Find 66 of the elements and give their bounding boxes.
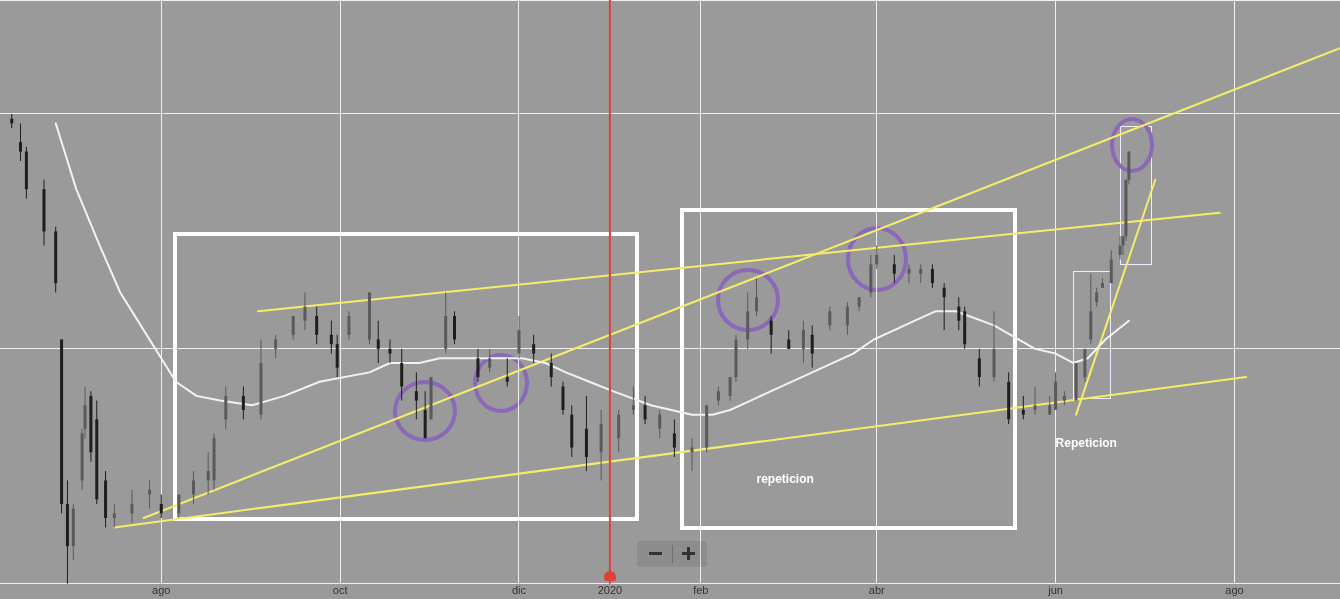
candlestick bbox=[930, 263, 934, 289]
candlestick bbox=[291, 315, 295, 340]
candlestick bbox=[658, 409, 662, 439]
candlestick bbox=[942, 282, 946, 331]
candlestick bbox=[957, 296, 961, 331]
candlestick bbox=[347, 310, 351, 340]
candlestick bbox=[561, 381, 565, 416]
candlestick bbox=[19, 122, 23, 162]
candlestick bbox=[672, 418, 676, 458]
candlestick bbox=[1048, 395, 1052, 416]
candlestick bbox=[517, 315, 521, 359]
annotation: Repeticion bbox=[1055, 436, 1117, 450]
candlestick bbox=[532, 334, 536, 364]
x-tick-label: oct bbox=[332, 584, 348, 597]
candlestick bbox=[617, 409, 621, 453]
candlestick bbox=[376, 320, 380, 364]
candlestick bbox=[241, 385, 245, 420]
candlestick bbox=[335, 334, 339, 378]
candlestick bbox=[549, 353, 553, 387]
candlestick bbox=[828, 306, 832, 331]
candlestick bbox=[112, 503, 116, 528]
candlestick bbox=[315, 306, 319, 345]
candlestick bbox=[728, 376, 732, 402]
candlestick bbox=[716, 385, 720, 406]
candlestick bbox=[130, 489, 134, 524]
candlestick bbox=[631, 385, 635, 416]
candlestick bbox=[192, 470, 196, 505]
candlestick bbox=[329, 320, 333, 355]
candlestick bbox=[845, 301, 849, 336]
candlestick bbox=[476, 348, 480, 383]
candlestick bbox=[919, 263, 923, 284]
x-tick-label: ago bbox=[152, 584, 171, 597]
candlestick bbox=[148, 479, 152, 510]
candlestick bbox=[488, 348, 492, 373]
x-tick-label: feb bbox=[693, 584, 709, 597]
candlestick bbox=[414, 371, 418, 420]
candlestick bbox=[303, 292, 307, 331]
candlestick bbox=[801, 320, 805, 364]
candlestick bbox=[159, 494, 163, 519]
candlestick bbox=[1033, 385, 1037, 416]
candlestick bbox=[388, 338, 392, 364]
candlestick bbox=[400, 348, 404, 402]
annotation: repeticion bbox=[756, 472, 814, 486]
x-tick-label: abr bbox=[868, 584, 885, 597]
candlestick bbox=[505, 357, 509, 387]
candlestick bbox=[977, 348, 981, 387]
candlestick bbox=[810, 324, 814, 369]
x-tick-label: 2020 bbox=[597, 584, 623, 597]
x-tick-label: ago bbox=[1225, 584, 1244, 597]
candlestick bbox=[206, 451, 210, 496]
candlestick bbox=[907, 263, 911, 284]
candlestick bbox=[452, 310, 456, 345]
x-tick-label: dic bbox=[511, 584, 527, 597]
candlestick bbox=[787, 329, 791, 350]
x-tick-label: jun bbox=[1047, 584, 1063, 597]
candlestick bbox=[224, 385, 228, 430]
candlestick bbox=[755, 277, 758, 317]
candlestick bbox=[1021, 395, 1025, 420]
candlestick bbox=[892, 254, 896, 284]
candlestick bbox=[1118, 235, 1122, 261]
candlestick bbox=[643, 395, 647, 425]
candlestick bbox=[1109, 249, 1113, 284]
candlestick bbox=[875, 245, 879, 270]
candlestick bbox=[769, 315, 773, 355]
candlestick bbox=[274, 334, 278, 359]
candlestick bbox=[1095, 287, 1099, 308]
